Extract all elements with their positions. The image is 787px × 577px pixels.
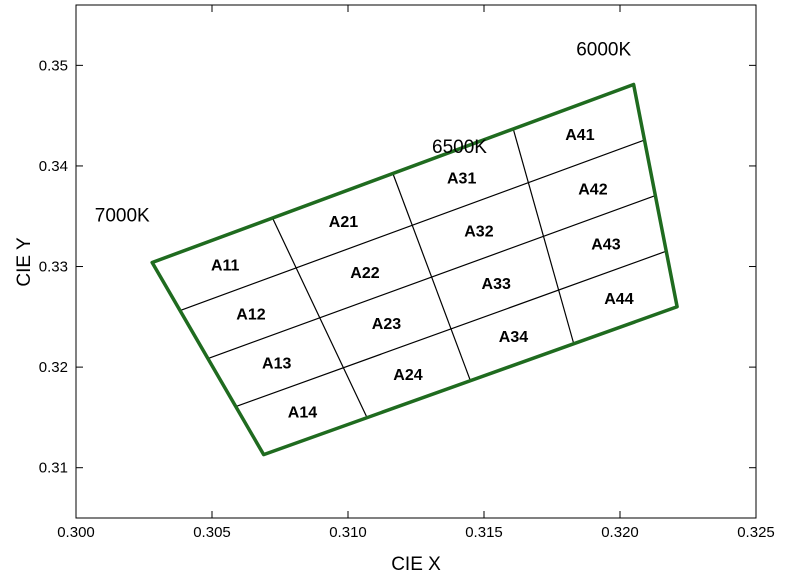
bin-label-a23: A23 xyxy=(372,316,401,333)
bin-label-a14: A14 xyxy=(288,405,317,422)
x-tick-label: 0.300 xyxy=(57,524,95,541)
axis-ticks: 0.300 0.305 0.310 0.315 0.320 0.325 0.31 0.32 0.… xyxy=(39,5,775,541)
y-tick-label: 0.34 xyxy=(39,158,68,175)
y-tick-label: 0.33 xyxy=(39,259,68,276)
row-divider xyxy=(207,195,656,360)
x-axis-title: CIE X xyxy=(391,554,441,575)
bin-label-a42: A42 xyxy=(578,182,607,199)
x-tick-label: 0.310 xyxy=(329,524,367,541)
x-tick-label: 0.315 xyxy=(465,524,503,541)
cct-label: 6000K xyxy=(576,39,631,60)
dividers xyxy=(179,128,667,418)
bin-label-a31: A31 xyxy=(447,171,476,188)
labels: 7000K 6500K 6000K A11 A12 A13 A14 A21 A22 A23 A24 A… xyxy=(95,39,634,421)
y-tick-label: 0.32 xyxy=(39,359,68,376)
plot-frame xyxy=(75,4,757,519)
cct-label: 6500K xyxy=(432,137,487,158)
bin-label-a34: A34 xyxy=(499,329,528,346)
y-tick-label: 0.31 xyxy=(39,460,68,477)
x-tick-label: 0.320 xyxy=(601,524,639,541)
bin-label-a11: A11 xyxy=(211,258,240,275)
y-tick-label: 0.35 xyxy=(39,57,68,74)
cct-label: 7000K xyxy=(95,205,150,226)
boundary-polygon xyxy=(150,82,679,457)
bin-label-a13: A13 xyxy=(262,356,291,373)
y-axis-title: CIE Y xyxy=(14,237,35,287)
x-tick-label: 0.305 xyxy=(193,524,231,541)
bin-label-a12: A12 xyxy=(236,307,265,324)
bin-boundary xyxy=(150,82,679,457)
bin-label-a44: A44 xyxy=(604,291,633,308)
row-divider xyxy=(235,250,667,408)
bin-label-a21: A21 xyxy=(329,214,358,231)
bin-label-a32: A32 xyxy=(464,223,493,240)
bin-label-a43: A43 xyxy=(591,236,620,253)
bin-label-a22: A22 xyxy=(350,265,379,282)
bin-label-a33: A33 xyxy=(482,276,511,293)
x-tick-label: 0.325 xyxy=(737,524,775,541)
bin-label-a24: A24 xyxy=(393,367,422,384)
column-divider xyxy=(512,128,575,344)
bin-label-a41: A41 xyxy=(565,127,594,144)
